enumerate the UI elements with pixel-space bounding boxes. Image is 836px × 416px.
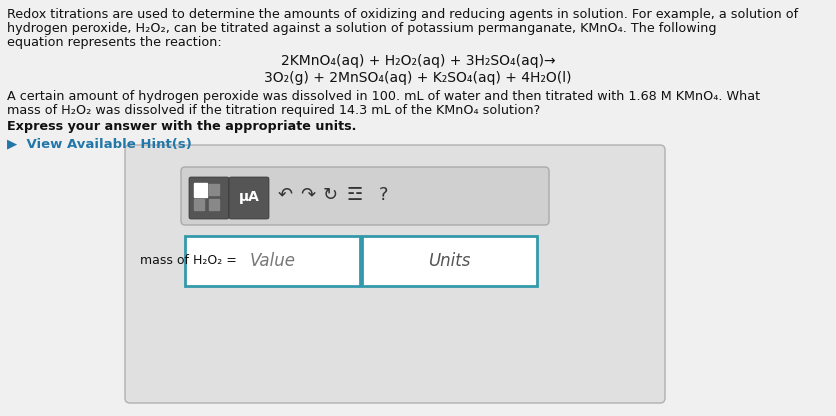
- Text: mass of H₂O₂ =: mass of H₂O₂ =: [140, 255, 237, 267]
- Text: A certain amount of hydrogen peroxide was dissolved in 100. mL of water and then: A certain amount of hydrogen peroxide wa…: [7, 90, 760, 103]
- Text: ↷: ↷: [300, 186, 315, 204]
- Text: Redox titrations are used to determine the amounts of oxidizing and reducing age: Redox titrations are used to determine t…: [7, 8, 798, 21]
- Text: Value: Value: [249, 252, 295, 270]
- Text: 3O₂(g) + 2MnSO₄(aq) + K₂SO₄(aq) + 4H₂O(l): 3O₂(g) + 2MnSO₄(aq) + K₂SO₄(aq) + 4H₂O(l…: [264, 71, 572, 85]
- Text: ↻: ↻: [323, 186, 338, 204]
- FancyBboxPatch shape: [229, 177, 269, 219]
- Bar: [209, 199, 219, 210]
- Text: ▶  View Available Hint(s): ▶ View Available Hint(s): [7, 137, 192, 150]
- Text: Express your answer with the appropriate units.: Express your answer with the appropriate…: [7, 120, 356, 133]
- Text: μA: μA: [238, 190, 259, 204]
- Text: hydrogen peroxide, H₂O₂, can be titrated against a solution of potassium permang: hydrogen peroxide, H₂O₂, can be titrated…: [7, 22, 716, 35]
- FancyBboxPatch shape: [189, 177, 229, 219]
- Text: 2KMnO₄(aq) + H₂O₂(aq) + 3H₂SO₄(aq)→: 2KMnO₄(aq) + H₂O₂(aq) + 3H₂SO₄(aq)→: [281, 54, 555, 68]
- Text: ↶: ↶: [278, 186, 293, 204]
- Text: ?: ?: [378, 186, 388, 204]
- FancyBboxPatch shape: [181, 167, 549, 225]
- Text: mass of H₂O₂ was dissolved if the titration required 14.3 mL of the KMnO₄ soluti: mass of H₂O₂ was dissolved if the titrat…: [7, 104, 540, 117]
- Bar: [194, 199, 204, 210]
- FancyBboxPatch shape: [125, 145, 665, 403]
- Text: ☲: ☲: [347, 186, 363, 204]
- Bar: [185, 236, 360, 286]
- Bar: [194, 183, 207, 197]
- Bar: [362, 236, 537, 286]
- Text: equation represents the reaction:: equation represents the reaction:: [7, 36, 222, 49]
- Text: Units: Units: [428, 252, 471, 270]
- Bar: [209, 184, 219, 195]
